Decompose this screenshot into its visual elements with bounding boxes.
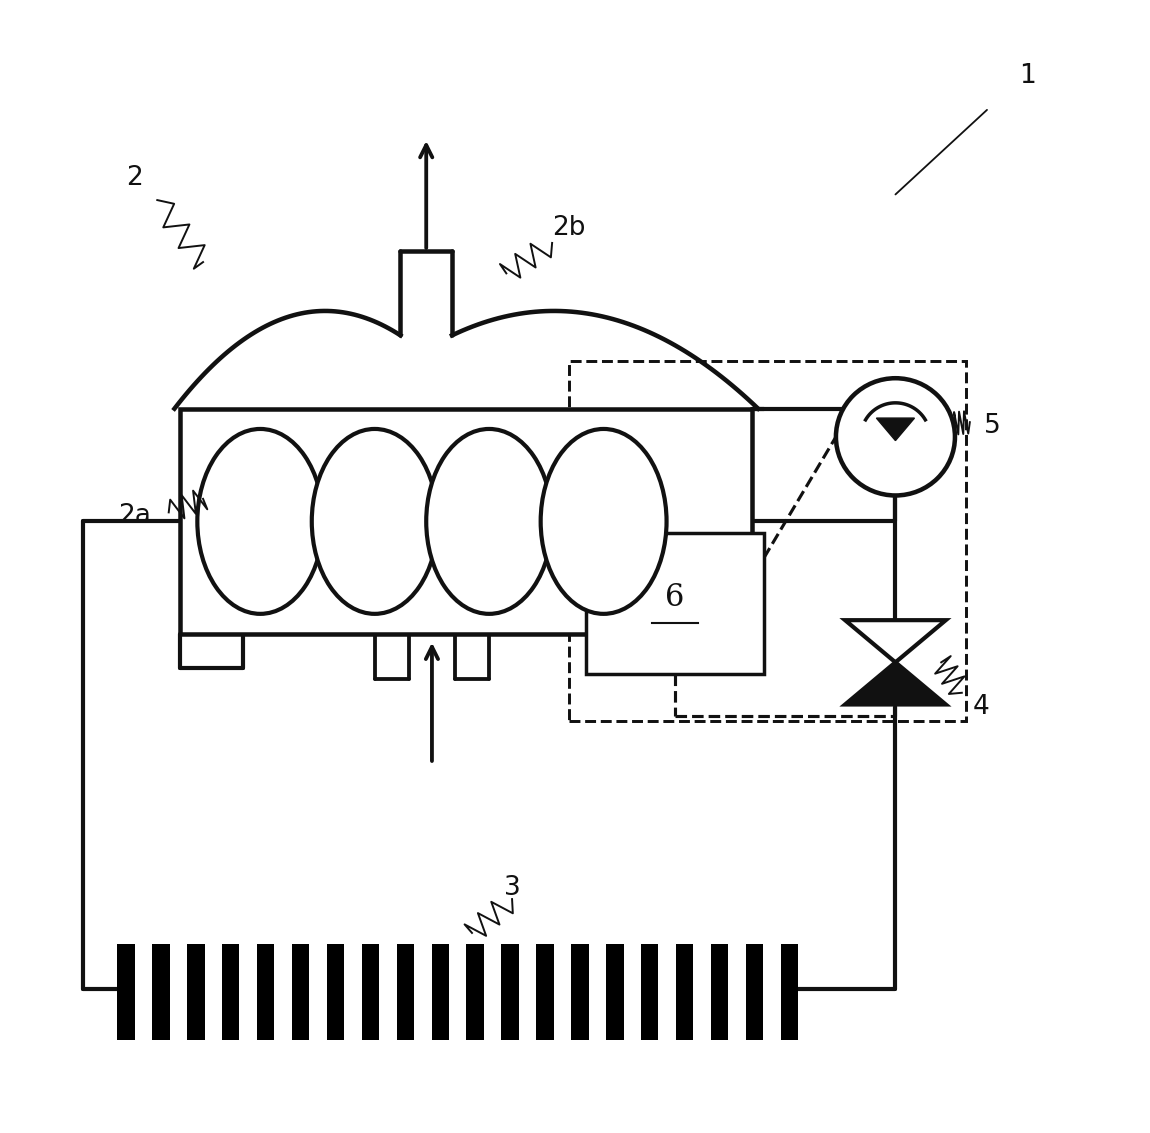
Text: 2a: 2a (118, 503, 151, 529)
Text: 2b: 2b (552, 215, 586, 241)
Polygon shape (845, 663, 945, 705)
Text: 6: 6 (666, 582, 685, 613)
Bar (693, 944, 711, 1040)
Bar (275, 944, 292, 1040)
Text: 2: 2 (126, 164, 143, 190)
Bar (586, 533, 764, 674)
Polygon shape (876, 418, 914, 441)
Text: 4: 4 (973, 695, 990, 721)
Polygon shape (845, 620, 945, 663)
Bar (764, 944, 781, 1040)
Ellipse shape (198, 429, 323, 614)
Bar (239, 944, 256, 1040)
Bar (448, 944, 467, 1040)
Bar (380, 944, 397, 1040)
Bar (181, 409, 752, 634)
Bar (344, 944, 361, 1040)
Bar (169, 944, 187, 1040)
Circle shape (836, 378, 954, 495)
Bar (728, 944, 746, 1040)
Bar (589, 944, 606, 1040)
Bar (484, 944, 501, 1040)
Bar (623, 944, 641, 1040)
Bar (135, 944, 152, 1040)
Bar (569, 361, 966, 722)
Text: 1: 1 (1019, 63, 1035, 90)
Bar (414, 944, 431, 1040)
Bar (117, 944, 798, 1040)
Bar (554, 944, 572, 1040)
Text: 3: 3 (504, 875, 521, 901)
Text: 5: 5 (984, 412, 1002, 438)
Ellipse shape (427, 429, 552, 614)
Bar (205, 944, 222, 1040)
Ellipse shape (312, 429, 438, 614)
Bar (659, 944, 676, 1040)
Bar (519, 944, 536, 1040)
Ellipse shape (540, 429, 667, 614)
Bar (309, 944, 327, 1040)
